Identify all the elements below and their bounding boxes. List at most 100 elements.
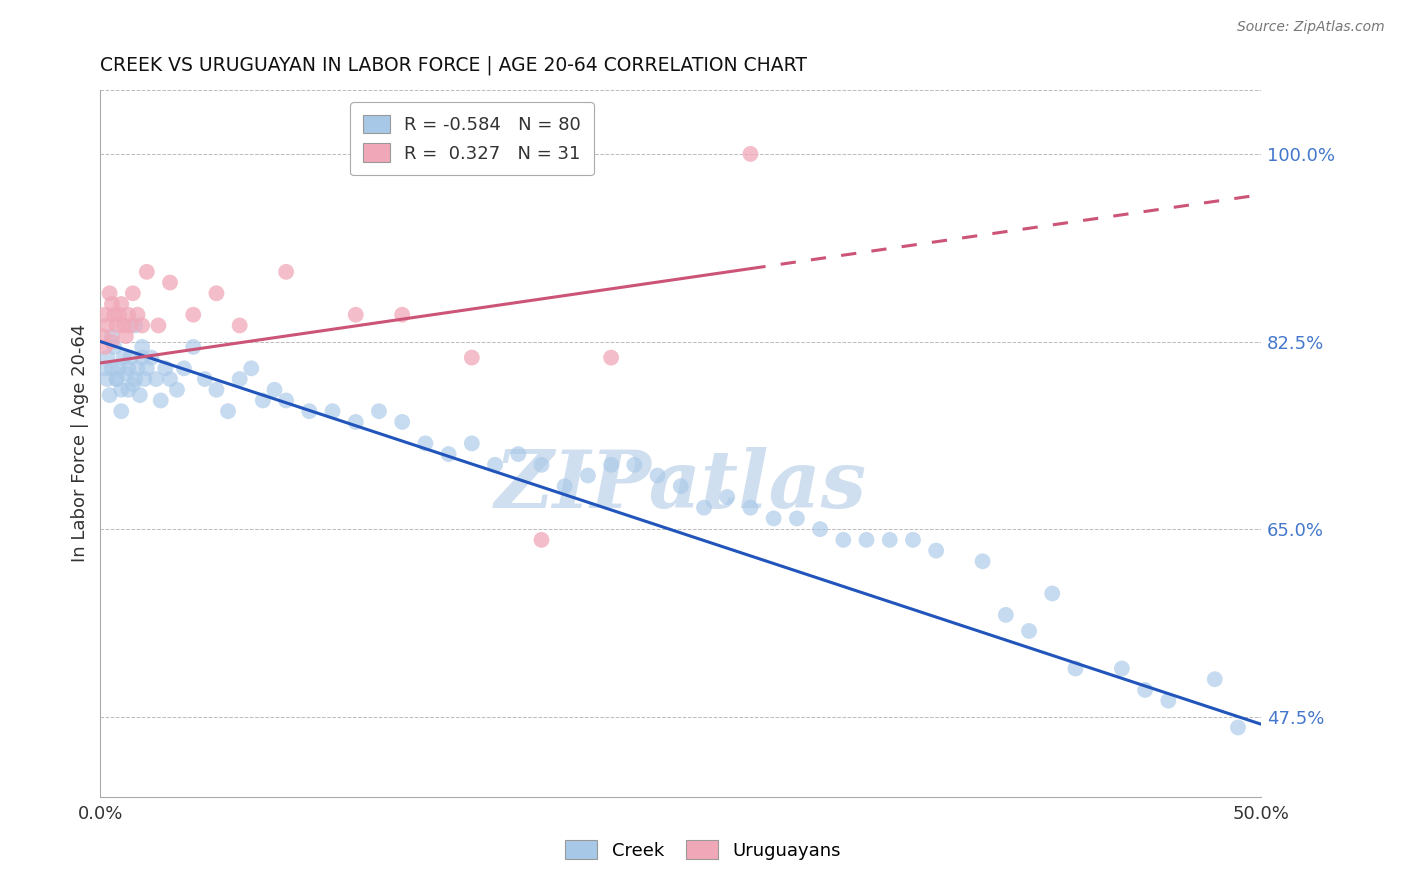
Point: [94, 308, 117, 322]
Point: [131, 318, 153, 333]
Point: [484, 458, 506, 472]
Point: [762, 511, 785, 525]
Point: [120, 318, 142, 333]
Y-axis label: In Labor Force | Age 20-64: In Labor Force | Age 20-64: [72, 324, 89, 563]
Point: [101, 329, 124, 343]
Legend: Creek, Uruguayans: Creek, Uruguayans: [558, 833, 848, 867]
Point: [855, 533, 877, 547]
Point: [879, 533, 901, 547]
Text: ZIPatlas: ZIPatlas: [495, 447, 868, 524]
Point: [115, 367, 138, 381]
Point: [131, 351, 153, 365]
Point: [96, 372, 118, 386]
Point: [141, 351, 163, 365]
Point: [117, 308, 139, 322]
Point: [101, 334, 124, 349]
Point: [716, 490, 738, 504]
Point: [669, 479, 692, 493]
Text: CREEK VS URUGUAYAN IN LABOR FORCE | AGE 20-64 CORRELATION CHART: CREEK VS URUGUAYAN IN LABOR FORCE | AGE …: [100, 55, 807, 75]
Point: [576, 468, 599, 483]
Point: [740, 147, 762, 161]
Point: [135, 265, 157, 279]
Point: [901, 533, 924, 547]
Point: [103, 340, 125, 354]
Point: [693, 500, 716, 515]
Point: [228, 318, 250, 333]
Point: [217, 404, 239, 418]
Point: [832, 533, 855, 547]
Point: [159, 372, 181, 386]
Point: [155, 361, 177, 376]
Point: [121, 377, 143, 392]
Point: [110, 383, 132, 397]
Point: [135, 361, 157, 376]
Point: [159, 276, 181, 290]
Point: [786, 511, 808, 525]
Point: [1157, 693, 1180, 707]
Point: [240, 361, 263, 376]
Point: [1064, 661, 1087, 675]
Point: [120, 351, 142, 365]
Point: [647, 468, 669, 483]
Point: [461, 351, 484, 365]
Point: [274, 393, 297, 408]
Point: [96, 351, 118, 365]
Point: [94, 340, 117, 354]
Point: [110, 297, 132, 311]
Point: [105, 318, 128, 333]
Point: [623, 458, 645, 472]
Point: [1227, 721, 1250, 735]
Point: [121, 286, 143, 301]
Point: [131, 340, 153, 354]
Point: [98, 286, 121, 301]
Point: [972, 554, 994, 568]
Legend: R = -0.584   N = 80, R =  0.327   N = 31: R = -0.584 N = 80, R = 0.327 N = 31: [350, 103, 593, 175]
Point: [1204, 672, 1226, 686]
Point: [391, 415, 413, 429]
Point: [1133, 682, 1156, 697]
Point: [368, 404, 391, 418]
Point: [437, 447, 460, 461]
Point: [274, 265, 297, 279]
Point: [263, 383, 285, 397]
Point: [228, 372, 250, 386]
Point: [124, 372, 146, 386]
Point: [194, 372, 217, 386]
Point: [166, 383, 188, 397]
Point: [808, 522, 831, 536]
Point: [322, 404, 344, 418]
Point: [1111, 661, 1133, 675]
Point: [344, 415, 367, 429]
Point: [600, 458, 623, 472]
Point: [134, 372, 156, 386]
Point: [103, 308, 125, 322]
Point: [110, 404, 132, 418]
Point: [205, 383, 228, 397]
Point: [600, 351, 623, 365]
Point: [124, 318, 146, 333]
Point: [530, 533, 553, 547]
Point: [181, 308, 204, 322]
Point: [415, 436, 437, 450]
Point: [105, 372, 128, 386]
Point: [1040, 586, 1063, 600]
Point: [145, 372, 167, 386]
Point: [530, 458, 553, 472]
Point: [94, 361, 117, 376]
Point: [994, 607, 1017, 622]
Point: [298, 404, 321, 418]
Point: [127, 361, 149, 376]
Point: [112, 351, 135, 365]
Point: [508, 447, 530, 461]
Point: [128, 388, 150, 402]
Point: [740, 500, 762, 515]
Point: [173, 361, 195, 376]
Point: [101, 361, 124, 376]
Point: [181, 340, 204, 354]
Point: [205, 286, 228, 301]
Point: [252, 393, 274, 408]
Point: [149, 393, 172, 408]
Point: [344, 308, 367, 322]
Point: [117, 383, 139, 397]
Point: [1018, 624, 1040, 638]
